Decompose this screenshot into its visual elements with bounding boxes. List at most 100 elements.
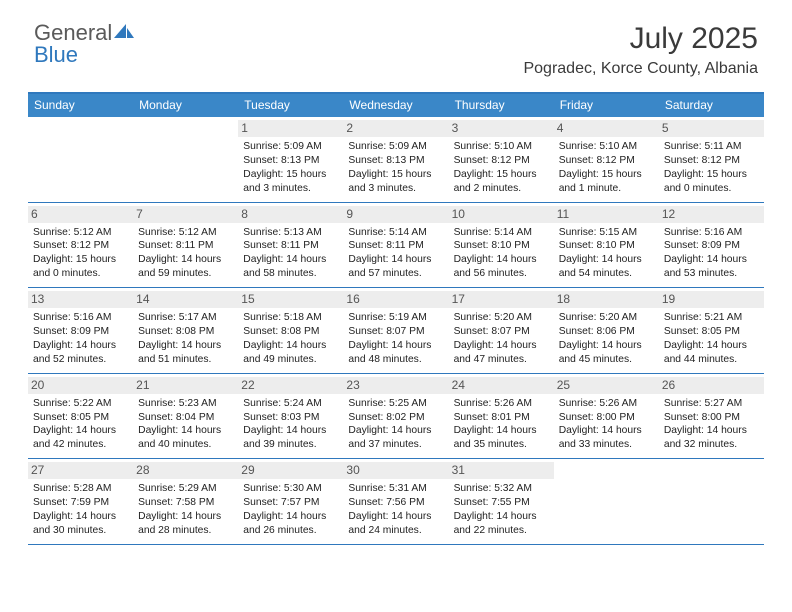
day-detail: Sunrise: 5:24 AMSunset: 8:03 PMDaylight:…	[243, 397, 338, 453]
dow-label: Thursday	[449, 94, 554, 117]
day-detail: Sunrise: 5:19 AMSunset: 8:07 PMDaylight:…	[348, 311, 443, 367]
day-number: 11	[554, 206, 659, 223]
dow-label: Saturday	[659, 94, 764, 117]
day-number: 6	[28, 206, 133, 223]
day-number: 17	[449, 291, 554, 308]
dow-row: SundayMondayTuesdayWednesdayThursdayFrid…	[28, 94, 764, 117]
day-number: 9	[343, 206, 448, 223]
day-detail: Sunrise: 5:09 AMSunset: 8:13 PMDaylight:…	[348, 140, 443, 196]
day-cell: 2 Sunrise: 5:09 AMSunset: 8:13 PMDaylight…	[343, 117, 448, 202]
day-number: 16	[343, 291, 448, 308]
day-number: 15	[238, 291, 343, 308]
day-cell: .	[133, 117, 238, 202]
day-detail: Sunrise: 5:29 AMSunset: 7:58 PMDaylight:…	[138, 482, 233, 538]
day-detail: Sunrise: 5:26 AMSunset: 8:01 PMDaylight:…	[454, 397, 549, 453]
day-number: 10	[449, 206, 554, 223]
day-number: 23	[343, 377, 448, 394]
week-row: 13 Sunrise: 5:16 AMSunset: 8:09 PMDayligh…	[28, 288, 764, 374]
day-cell: 28 Sunrise: 5:29 AMSunset: 7:58 PMDayligh…	[133, 459, 238, 544]
day-cell: 19Sunrise: 5:21 AMSunset: 8:05 PMDayligh…	[659, 288, 764, 373]
week-row: 6Sunrise: 5:12 AMSunset: 8:12 PMDaylight…	[28, 203, 764, 289]
day-number: 29	[238, 462, 343, 479]
day-number: 7	[133, 206, 238, 223]
day-detail: Sunrise: 5:14 AMSunset: 8:11 PMDaylight:…	[348, 226, 443, 282]
day-detail: Sunrise: 5:10 AMSunset: 8:12 PMDaylight:…	[454, 140, 549, 196]
day-number: 5	[659, 120, 764, 137]
day-cell: 11 Sunrise: 5:15 AMSunset: 8:10 PMDayligh…	[554, 203, 659, 288]
day-detail: Sunrise: 5:31 AMSunset: 7:56 PMDaylight:…	[348, 482, 443, 538]
day-cell: 25Sunrise: 5:26 AMSunset: 8:00 PMDayligh…	[554, 374, 659, 459]
day-detail: Sunrise: 5:10 AMSunset: 8:12 PMDaylight:…	[559, 140, 654, 196]
day-number: 18	[554, 291, 659, 308]
day-detail: Sunrise: 5:28 AMSunset: 7:59 PMDaylight:…	[33, 482, 128, 538]
day-detail: Sunrise: 5:16 AMSunset: 8:09 PMDaylight:…	[664, 226, 759, 282]
weeks-container: ..1Sunrise: 5:09 AMSunset: 8:13 PMDaylig…	[28, 117, 764, 545]
day-number: 27	[28, 462, 133, 479]
day-cell: 15 Sunrise: 5:18 AMSunset: 8:08 PMDayligh…	[238, 288, 343, 373]
day-cell: 13 Sunrise: 5:16 AMSunset: 8:09 PMDayligh…	[28, 288, 133, 373]
day-cell: 9 Sunrise: 5:14 AMSunset: 8:11 PMDaylight…	[343, 203, 448, 288]
day-cell: 27 Sunrise: 5:28 AMSunset: 7:59 PMDayligh…	[28, 459, 133, 544]
day-number: 21	[133, 377, 238, 394]
logo-part2: Blue	[34, 42, 78, 67]
dow-label: Monday	[133, 94, 238, 117]
day-cell: 7 Sunrise: 5:12 AMSunset: 8:11 PMDaylight…	[133, 203, 238, 288]
calendar: SundayMondayTuesdayWednesdayThursdayFrid…	[28, 92, 764, 545]
dow-label: Sunday	[28, 94, 133, 117]
day-number: 12	[659, 206, 764, 223]
dow-label: Wednesday	[343, 94, 448, 117]
day-detail: Sunrise: 5:20 AMSunset: 8:07 PMDaylight:…	[454, 311, 549, 367]
day-detail: Sunrise: 5:13 AMSunset: 8:11 PMDaylight:…	[243, 226, 338, 282]
day-cell: .	[28, 117, 133, 202]
day-detail: Sunrise: 5:18 AMSunset: 8:08 PMDaylight:…	[243, 311, 338, 367]
day-cell: 1 Sunrise: 5:09 AMSunset: 8:13 PMDaylight…	[238, 117, 343, 202]
day-cell: 21 Sunrise: 5:23 AMSunset: 8:04 PMDayligh…	[133, 374, 238, 459]
day-cell: 14Sunrise: 5:17 AMSunset: 8:08 PMDayligh…	[133, 288, 238, 373]
day-number: 28	[133, 462, 238, 479]
day-cell: 20Sunrise: 5:22 AMSunset: 8:05 PMDayligh…	[28, 374, 133, 459]
dow-label: Friday	[554, 94, 659, 117]
day-cell: 6Sunrise: 5:12 AMSunset: 8:12 PMDaylight…	[28, 203, 133, 288]
dow-label: Tuesday	[238, 94, 343, 117]
day-detail: Sunrise: 5:23 AMSunset: 8:04 PMDaylight:…	[138, 397, 233, 453]
day-cell: 24 Sunrise: 5:26 AMSunset: 8:01 PMDayligh…	[449, 374, 554, 459]
day-cell: 3 Sunrise: 5:10 AMSunset: 8:12 PMDaylight…	[449, 117, 554, 202]
day-detail: Sunrise: 5:14 AMSunset: 8:10 PMDaylight:…	[454, 226, 549, 282]
day-number: 14	[133, 291, 238, 308]
day-number: 13	[28, 291, 133, 308]
day-cell: 10 Sunrise: 5:14 AMSunset: 8:10 PMDayligh…	[449, 203, 554, 288]
day-cell: 29 Sunrise: 5:30 AMSunset: 7:57 PMDayligh…	[238, 459, 343, 544]
logo: General Blue	[34, 22, 136, 66]
day-cell: .	[659, 459, 764, 544]
week-row: 27 Sunrise: 5:28 AMSunset: 7:59 PMDayligh…	[28, 459, 764, 545]
day-detail: Sunrise: 5:26 AMSunset: 8:00 PMDaylight:…	[559, 397, 654, 453]
day-detail: Sunrise: 5:15 AMSunset: 8:10 PMDaylight:…	[559, 226, 654, 282]
day-cell: 17 Sunrise: 5:20 AMSunset: 8:07 PMDayligh…	[449, 288, 554, 373]
day-detail: Sunrise: 5:30 AMSunset: 7:57 PMDaylight:…	[243, 482, 338, 538]
day-detail: Sunrise: 5:11 AMSunset: 8:12 PMDaylight:…	[664, 140, 759, 196]
day-cell: 26Sunrise: 5:27 AMSunset: 8:00 PMDayligh…	[659, 374, 764, 459]
day-detail: Sunrise: 5:09 AMSunset: 8:13 PMDaylight:…	[243, 140, 338, 196]
day-detail: Sunrise: 5:25 AMSunset: 8:02 PMDaylight:…	[348, 397, 443, 453]
day-cell: 18 Sunrise: 5:20 AMSunset: 8:06 PMDayligh…	[554, 288, 659, 373]
day-detail: Sunrise: 5:20 AMSunset: 8:06 PMDaylight:…	[559, 311, 654, 367]
day-number: 22	[238, 377, 343, 394]
day-number: 2	[343, 120, 448, 137]
day-cell: 5 Sunrise: 5:11 AMSunset: 8:12 PMDaylight…	[659, 117, 764, 202]
day-number: 3	[449, 120, 554, 137]
location: Pogradec, Korce County, Albania	[523, 60, 758, 78]
day-cell: 22 Sunrise: 5:24 AMSunset: 8:03 PMDayligh…	[238, 374, 343, 459]
month-title: July 2025	[523, 22, 758, 56]
day-detail: Sunrise: 5:16 AMSunset: 8:09 PMDaylight:…	[33, 311, 128, 367]
day-cell: 16 Sunrise: 5:19 AMSunset: 8:07 PMDayligh…	[343, 288, 448, 373]
day-number: 30	[343, 462, 448, 479]
week-row: 20Sunrise: 5:22 AMSunset: 8:05 PMDayligh…	[28, 374, 764, 460]
day-cell: 4Sunrise: 5:10 AMSunset: 8:12 PMDaylight…	[554, 117, 659, 202]
day-detail: Sunrise: 5:21 AMSunset: 8:05 PMDaylight:…	[664, 311, 759, 367]
day-number: 24	[449, 377, 554, 394]
day-detail: Sunrise: 5:12 AMSunset: 8:11 PMDaylight:…	[138, 226, 233, 282]
day-number: 20	[28, 377, 133, 394]
week-row: ..1Sunrise: 5:09 AMSunset: 8:13 PMDaylig…	[28, 117, 764, 203]
day-cell: 12 Sunrise: 5:16 AMSunset: 8:09 PMDayligh…	[659, 203, 764, 288]
day-number: 1	[238, 120, 343, 137]
